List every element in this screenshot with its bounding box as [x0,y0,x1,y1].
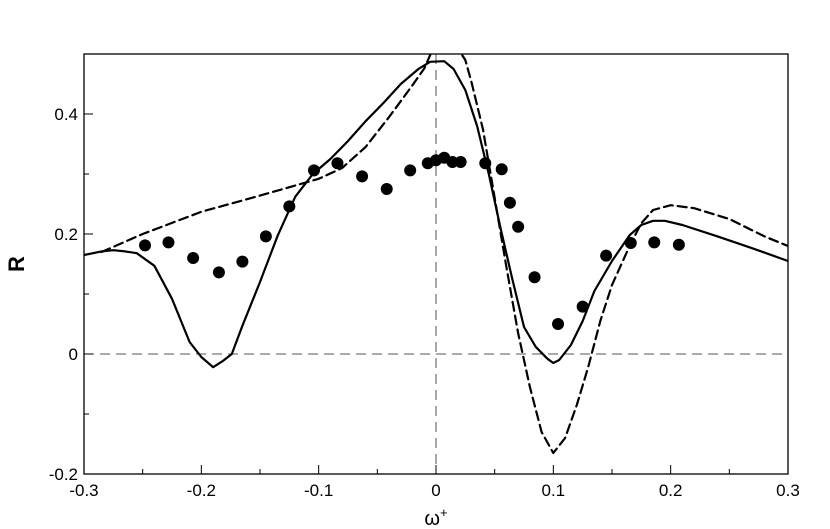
x-tick-label: -0.1 [304,481,333,500]
data-point [672,238,685,251]
data-point [454,156,467,168]
x-tick-label: -0.3 [69,481,98,500]
data-point [139,239,152,252]
series-line-solid [84,60,788,369]
data-point [212,266,225,279]
data-point [187,252,200,264]
y-axis-title: R [4,256,29,272]
data-point [512,220,525,233]
data-point [503,196,516,209]
data-point [624,237,637,249]
x-tick-label: 0 [431,481,440,500]
data-point [236,255,249,268]
data-point [331,157,344,170]
y-tick-label: 0.4 [54,105,78,124]
y-tick-label: 0.2 [54,225,78,244]
series-layer [84,54,788,455]
data-point [528,271,541,284]
data-point [479,157,492,170]
x-axis-title: ω+ [424,505,447,529]
data-point [404,164,417,177]
x-tick-label: 0.2 [659,481,683,500]
data-point [600,249,613,262]
data-point [552,318,565,330]
y-tick-label: -0.2 [49,465,78,484]
data-point [162,236,175,249]
x-tick-label: 0.1 [542,481,566,500]
data-point [356,170,369,183]
series-line-dashed [100,54,788,455]
x-tick-label: -0.2 [187,481,216,500]
data-point [576,300,589,313]
data-point [495,163,508,176]
axis-ticks: -0.3 -0.2 -0.1 0 0.1 0.2 0.3-0.200.20.4 [49,53,800,500]
data-point [283,200,296,213]
data-point [307,164,320,177]
data-point [259,230,272,243]
x-axis-title-main: ω [424,508,440,529]
x-axis-title-superscript: + [440,505,448,520]
data-point [648,236,661,249]
data-point [446,156,459,168]
x-tick-label: 0.3 [776,481,800,500]
data-point [380,183,393,195]
y-tick-label: 0 [69,345,78,364]
reference-lines [84,54,788,474]
